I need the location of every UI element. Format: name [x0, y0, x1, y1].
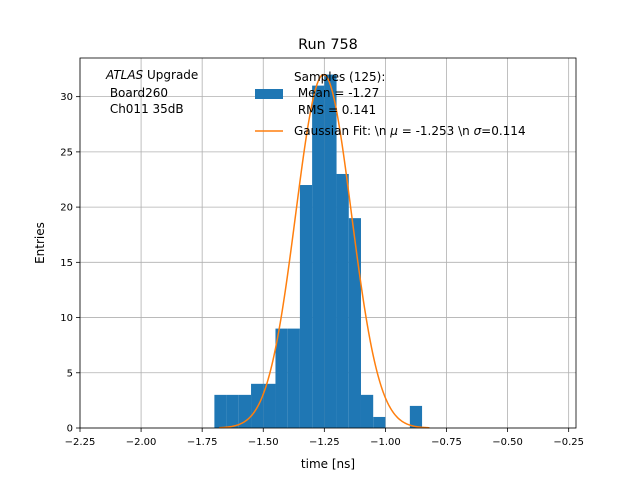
- legend-fit-label: Gaussian Fit: \n μ = -1.253 \n σ=0.114: [294, 124, 526, 138]
- annotation-atlas: ATLAS: [105, 68, 144, 82]
- histogram-bar: [360, 394, 374, 428]
- x-tick-label: −2.25: [65, 437, 96, 448]
- legend-hist-line-3: RMS = 0.141: [294, 103, 376, 117]
- annotation-upgrade: Upgrade: [143, 68, 198, 82]
- histogram-bar: [336, 173, 349, 428]
- histogram-bar: [275, 328, 288, 428]
- y-axis-label: Entries: [33, 222, 47, 264]
- histogram-bar: [287, 328, 300, 428]
- histogram-bar: [214, 394, 227, 428]
- histogram-bar: [251, 383, 264, 428]
- gaussian-fit-line: [219, 73, 430, 429]
- atlas-annotation: ATLAS Upgrade Board260 Ch011 35dB: [105, 68, 198, 116]
- y-tick-label: 25: [60, 147, 73, 158]
- y-tick-label: 10: [60, 313, 73, 324]
- histogram-bar: [299, 185, 313, 428]
- chart-title: Run 758: [298, 37, 358, 53]
- y-tick-label: 20: [60, 203, 73, 214]
- x-tick-label: −1.25: [309, 437, 340, 448]
- annotation-line-2: Board260: [106, 86, 168, 100]
- y-tick-label: 5: [67, 368, 73, 379]
- histogram-bar: [409, 405, 423, 428]
- x-tick-label: −0.50: [492, 437, 523, 448]
- y-axis: 0 5 10 15 20 25 30: [60, 92, 80, 435]
- histogram-bar: [263, 383, 276, 428]
- legend-hist-line-1: Samples (125):: [294, 70, 385, 84]
- x-axis: −2.25 −2.00 −1.75 −1.50 −1.25 −1.00 −0.75 −0.50…: [65, 428, 584, 448]
- x-tick-label: −1.00: [370, 437, 401, 448]
- histogram-bar: [348, 218, 361, 428]
- histogram-bar: [226, 394, 239, 428]
- y-tick-label: 15: [60, 258, 73, 269]
- x-tick-label: −1.50: [248, 437, 279, 448]
- histogram-bar: [312, 85, 325, 428]
- x-tick-label: −0.25: [553, 437, 584, 448]
- y-tick-label: 0: [67, 424, 73, 435]
- legend: Samples (125): Mean = -1.27 RMS = 0.141 …: [255, 70, 526, 138]
- legend-hist-swatch: [255, 89, 283, 99]
- legend-hist-line-2: Mean = -1.27: [294, 86, 379, 100]
- x-axis-label: time [ns]: [301, 457, 355, 471]
- annotation-line-1: ATLAS Upgrade: [105, 68, 198, 82]
- y-tick-label: 30: [60, 92, 73, 103]
- annotation-line-3: Ch011 35dB: [106, 102, 184, 116]
- histogram-bar: [324, 74, 337, 428]
- x-tick-label: −0.75: [431, 437, 462, 448]
- x-tick-label: −1.75: [187, 437, 218, 448]
- x-tick-label: −2.00: [126, 437, 157, 448]
- plot-frame: [79, 57, 577, 429]
- histogram-bar: [373, 416, 386, 428]
- histogram-bars: [214, 74, 423, 428]
